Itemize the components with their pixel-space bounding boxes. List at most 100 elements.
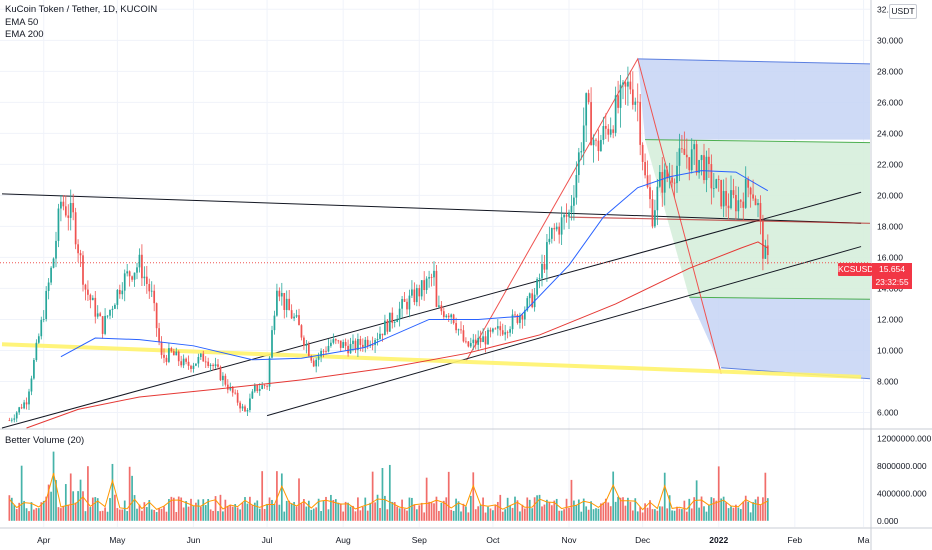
candle-body [158,328,160,342]
volume-bar [607,502,610,521]
candle-body [138,254,141,268]
volume-bar [764,472,767,521]
volume-bar [457,501,460,521]
volume-bar [197,499,200,521]
candle-body [425,278,428,291]
volume-bar [622,497,624,521]
candle-body [494,328,497,330]
candle-body [283,292,286,310]
volume-bar [357,497,359,521]
candle-body [651,199,654,227]
candle-body [428,277,430,279]
time-tick-label: Oct [486,535,500,545]
volume-legend[interactable]: Better Volume (20) [5,435,85,446]
candle-body [118,289,121,295]
candle-body [568,212,570,217]
candle-body [322,350,325,352]
volume-bar [725,502,727,521]
symbol-title[interactable]: KuCoin Token / Tether, 1D, KUCOIN [5,4,158,15]
candle-body [430,277,433,278]
candle-body [681,148,683,150]
volume-bar [641,512,644,521]
candle-body [403,299,406,302]
volume-bar [617,496,619,521]
volume-bar [192,505,195,521]
candle-body [177,351,180,362]
volume-bar [195,502,197,521]
candle-body [263,385,266,387]
candle-body [94,297,97,317]
volume-bar [72,491,75,521]
candle-body [217,364,219,367]
volume-bar [509,505,511,521]
volume-bar [268,497,271,521]
candle-body [666,169,669,179]
candle-body [303,337,305,346]
candle-body [352,340,354,344]
candle-body [698,160,700,173]
candle-body [315,359,318,367]
time-tick-label: Sep [412,535,427,545]
candle-body [180,361,183,366]
candle-body [455,323,457,331]
volume-bar [62,505,65,521]
candle-body [276,290,278,316]
volume-bar [212,510,214,521]
candle-body [280,292,283,297]
volume-bar [214,496,217,521]
candle-body [20,407,23,409]
ema200-legend[interactable]: EMA 200 [5,29,44,40]
candle-body [354,340,357,351]
volume-bar [698,507,700,521]
volume-bar [369,502,372,521]
volume-bar [141,510,143,521]
candle-body [597,140,600,152]
candle-body [661,171,664,193]
candle-body [465,341,467,343]
volume-bar [182,507,185,521]
volume-bar [656,510,659,521]
candle-body [47,282,50,291]
volume-bar [558,510,561,521]
price-tick-label: 8.000 [877,376,899,386]
candle-body [366,339,369,347]
candle-body [678,148,681,166]
volume-bar [406,510,408,521]
volume-bar [251,504,254,521]
volume-bar [104,507,106,521]
volume-bar [452,510,455,521]
volume-bar [474,509,477,521]
volume-bar [312,508,315,521]
candle-body [447,315,450,318]
candle-body [710,164,713,189]
volume-bar [663,472,666,521]
volume-bar [536,495,538,521]
volume-bar [165,511,168,521]
candle-body [528,293,531,299]
candle-body [614,95,617,133]
candle-body [573,197,575,206]
volume-bar [246,503,249,521]
candle-body [50,267,52,283]
candle-body [384,320,386,336]
fib-zone-upper [637,58,870,140]
candle-body [595,139,597,141]
fib-zone-lower [689,297,870,379]
candle-body [224,375,227,385]
candle-body [396,319,399,322]
candle-body [754,198,757,206]
volume-bar [229,504,232,521]
ema50-legend[interactable]: EMA 50 [5,17,39,28]
volume-bar [320,511,322,521]
currency-button[interactable]: USDT [889,4,917,19]
volume-bar [20,465,23,521]
candle-body [190,365,192,369]
candle-body [87,289,89,295]
candle-body [693,144,696,150]
candle-body [752,194,754,199]
volume-bar [366,510,369,521]
candle-body [523,310,526,320]
candle-body [298,315,300,326]
volume-bar [690,508,693,521]
